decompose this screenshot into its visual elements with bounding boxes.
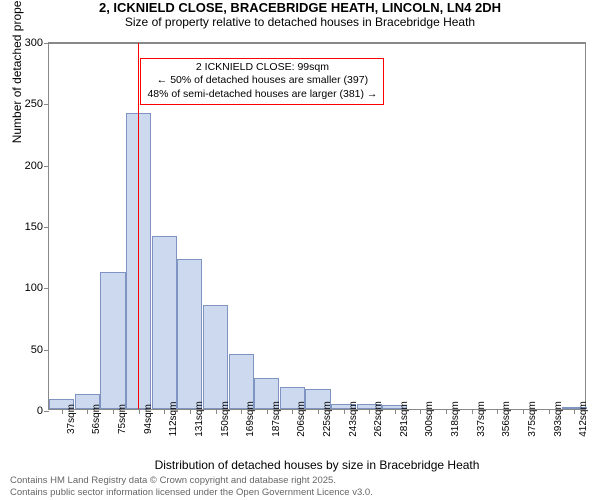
- x-axis-label: Distribution of detached houses by size …: [48, 458, 586, 472]
- x-tick-mark: [369, 409, 370, 414]
- info-line: ← 50% of detached houses are smaller (39…: [147, 74, 377, 88]
- y-tick-label: 200: [13, 160, 43, 172]
- footer-line-1: Contains HM Land Registry data © Crown c…: [10, 475, 373, 486]
- footer-line-2: Contains public sector information licen…: [10, 487, 373, 498]
- info-line: 2 ICKNIELD CLOSE: 99sqm: [147, 61, 377, 75]
- x-tick-mark: [267, 409, 268, 414]
- x-tick-label: 356sqm: [501, 401, 512, 437]
- x-tick-mark: [62, 409, 63, 414]
- x-tick-mark: [574, 409, 575, 414]
- x-tick-label: 318sqm: [450, 401, 461, 437]
- x-tick-mark: [472, 409, 473, 414]
- x-tick-label: 300sqm: [424, 401, 435, 437]
- y-tick-mark: [44, 104, 49, 105]
- x-tick-mark: [344, 409, 345, 414]
- page-subtitle: Size of property relative to detached ho…: [0, 15, 600, 29]
- x-tick-mark: [87, 409, 88, 414]
- plot-region: 05010015020025030037sqm56sqm75sqm94sqm11…: [48, 42, 586, 410]
- footer-attribution: Contains HM Land Registry data © Crown c…: [10, 475, 373, 498]
- x-tick-mark: [318, 409, 319, 414]
- x-tick-label: 337sqm: [476, 401, 487, 437]
- chart-area: 05010015020025030037sqm56sqm75sqm94sqm11…: [48, 42, 586, 410]
- x-tick-mark: [139, 409, 140, 414]
- y-tick-mark: [44, 411, 49, 412]
- x-tick-mark: [292, 409, 293, 414]
- x-tick-label: 412sqm: [578, 401, 589, 437]
- reference-line: [138, 43, 139, 409]
- y-tick-mark: [44, 288, 49, 289]
- y-axis-label: Number of detached properties: [10, 0, 24, 143]
- x-tick-mark: [420, 409, 421, 414]
- y-tick-label: 150: [13, 221, 43, 233]
- x-tick-label: 281sqm: [399, 401, 410, 437]
- x-tick-mark: [446, 409, 447, 414]
- x-tick-mark: [395, 409, 396, 414]
- y-tick-mark: [44, 227, 49, 228]
- info-box: 2 ICKNIELD CLOSE: 99sqm← 50% of detached…: [140, 58, 384, 105]
- x-tick-mark: [216, 409, 217, 414]
- x-tick-mark: [549, 409, 550, 414]
- page-title: 2, ICKNIELD CLOSE, BRACEBRIDGE HEATH, LI…: [0, 0, 600, 15]
- y-tick-label: 100: [13, 282, 43, 294]
- x-tick-label: 375sqm: [527, 401, 538, 437]
- x-tick-mark: [241, 409, 242, 414]
- info-line: 48% of semi-detached houses are larger (…: [147, 88, 377, 102]
- x-tick-mark: [497, 409, 498, 414]
- histogram-bar: [177, 259, 202, 409]
- grid-line: [49, 43, 585, 44]
- x-tick-mark: [190, 409, 191, 414]
- y-tick-mark: [44, 350, 49, 351]
- histogram-bar: [100, 272, 125, 409]
- histogram-bar: [203, 305, 228, 409]
- y-tick-label: 0: [13, 405, 43, 417]
- x-tick-mark: [164, 409, 165, 414]
- x-tick-mark: [113, 409, 114, 414]
- x-tick-mark: [523, 409, 524, 414]
- y-tick-mark: [44, 166, 49, 167]
- y-tick-label: 50: [13, 344, 43, 356]
- histogram-bar: [152, 236, 177, 409]
